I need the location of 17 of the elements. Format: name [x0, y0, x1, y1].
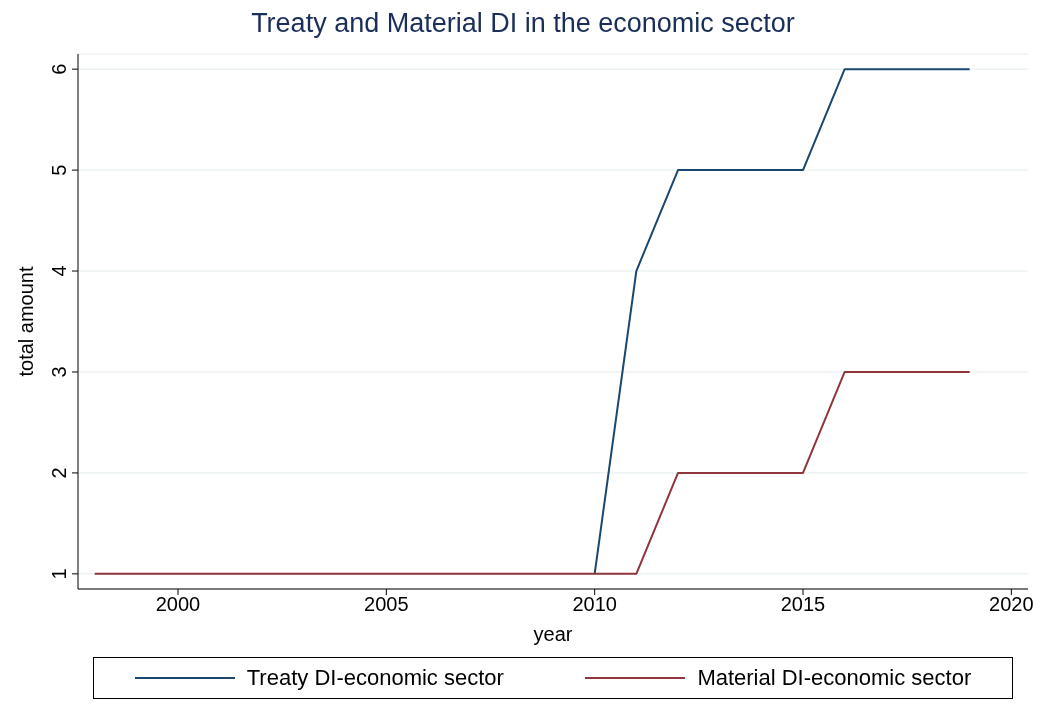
x-tick-label: 2020 [989, 593, 1034, 616]
y-tick-label: 4 [48, 265, 70, 277]
y-tick-label: 1 [48, 568, 70, 580]
x-tick-label: 2015 [780, 593, 826, 616]
y-tick-label: 6 [48, 63, 70, 75]
y-axis-title: total amount [15, 266, 38, 377]
chart-title: Treaty and Material DI in the economic sector [250, 8, 796, 40]
x-axis-title: year [533, 623, 573, 645]
legend-label: Treaty DI-economic sector [246, 665, 504, 691]
y-tick-label: 2 [48, 467, 70, 479]
y-tick-label: 3 [48, 366, 70, 378]
x-tick-label: 2010 [572, 593, 617, 616]
y-tick-label: 5 [48, 164, 70, 176]
x-tick-label: 2005 [364, 593, 409, 616]
line-series [593, 68, 971, 575]
legend-label: Material DI-economic sector [697, 665, 972, 691]
x-tick-label: 2000 [155, 593, 201, 616]
